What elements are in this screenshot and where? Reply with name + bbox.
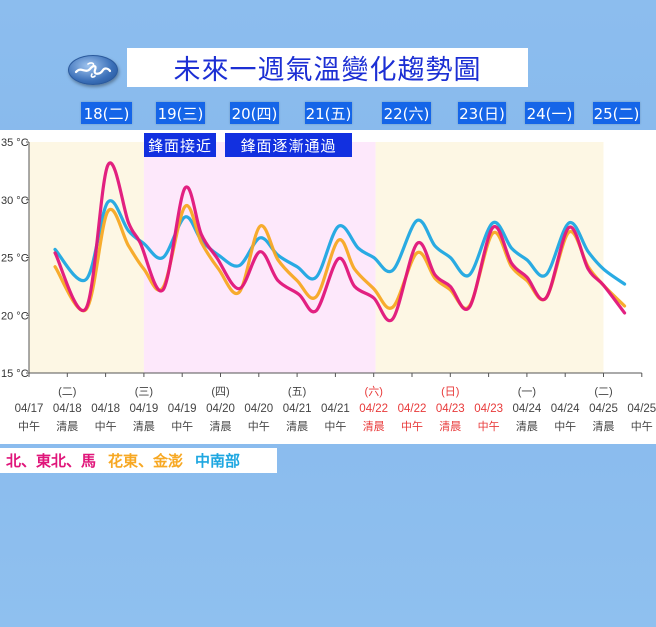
x-tick-weekday: (二): [594, 386, 612, 398]
x-tick-period: 清晨: [516, 420, 538, 433]
x-tick-period: 中午: [554, 420, 576, 433]
x-tick-period: 中午: [631, 420, 653, 433]
x-tick-period: 清晨: [210, 420, 232, 433]
x-tick-date: 04/21: [283, 403, 312, 415]
x-tick-period: 清晨: [439, 420, 461, 433]
x-tick-date: 04/19: [168, 403, 197, 415]
x-tick-period: 清晨: [56, 420, 78, 433]
front-annotation: 鋒面接近: [144, 133, 216, 157]
series-line: [53, 161, 627, 323]
x-tick-date: 04/25: [589, 403, 618, 415]
x-tick-weekday: (日): [441, 386, 459, 398]
series-line: [53, 199, 627, 286]
x-tick-period: 清晨: [593, 420, 615, 433]
x-tick-date: 04/25: [627, 403, 656, 415]
x-tick-weekday: (四): [211, 386, 229, 398]
x-tick-date: 04/22: [398, 403, 427, 415]
x-tick-period: 中午: [95, 420, 117, 433]
x-tick-period: 中午: [248, 420, 270, 433]
day-tab: 22(六): [382, 102, 431, 124]
x-tick-date: 04/19: [130, 403, 159, 415]
x-tick-period: 中午: [171, 420, 193, 433]
x-tick-date: 04/23: [436, 403, 465, 415]
x-tick-weekday: (一): [518, 386, 536, 398]
legend-item: 花東、金澎: [108, 452, 184, 470]
y-tick-label: 15 °C: [1, 368, 29, 380]
x-tick-weekday: (三): [135, 386, 153, 398]
x-tick-period: 清晨: [286, 420, 308, 433]
y-tick-label: 35 °C: [1, 137, 29, 149]
x-tick-date: 04/24: [513, 403, 542, 415]
x-tick-date: 04/18: [53, 403, 82, 415]
day-tab: 19(三): [156, 102, 205, 124]
x-tick-date: 04/20: [206, 403, 235, 415]
x-tick-weekday: (二): [58, 386, 76, 398]
x-tick-period: 中午: [324, 420, 346, 433]
legend-item: 北、東北、馬: [6, 452, 97, 470]
x-tick-period: 中午: [18, 420, 40, 433]
day-tab: 20(四): [230, 102, 279, 124]
x-tick-date: 04/20: [244, 403, 273, 415]
y-tick-label: 20 °C: [1, 310, 29, 322]
background-band: [143, 142, 376, 373]
front-annotation: 鋒面逐漸通過: [225, 133, 352, 157]
x-tick-date: 04/21: [321, 403, 350, 415]
legend-item: 中南部: [195, 452, 241, 470]
x-tick-date: 04/23: [474, 403, 503, 415]
cwa-logo-icon: [68, 55, 118, 85]
y-tick-label: 30 °C: [1, 195, 29, 207]
day-tab: 23(日): [458, 102, 506, 124]
chart-panel: 15 °C 20 °C 25 °C 30 °C 35 °C 04/17 中午 (二) 04/18…: [0, 130, 656, 444]
x-tick-weekday: (六): [365, 385, 383, 398]
x-tick-date: 04/24: [551, 403, 580, 415]
y-tick-label: 25 °C: [1, 253, 29, 265]
x-tick-period: 清晨: [363, 420, 385, 433]
day-tab: 18(二): [81, 102, 132, 124]
x-tick-period: 中午: [401, 420, 423, 433]
background-band: [29, 142, 144, 373]
x-tick-date: 04/22: [359, 403, 388, 415]
x-tick-period: 中午: [478, 420, 500, 433]
title-box: 未來一週氣溫變化趨勢圖: [127, 48, 528, 87]
x-tick-period: 清晨: [133, 420, 155, 433]
wind-swirl-icon: [74, 62, 112, 78]
chart-legend: 北、東北、馬 花東、金澎 中南部: [0, 448, 277, 473]
day-tab: 24(一): [525, 102, 574, 124]
page-title: 未來一週氣溫變化趨勢圖: [173, 55, 482, 86]
x-tick-date: 04/18: [91, 403, 120, 415]
x-tick-date: 04/17: [15, 403, 44, 415]
temperature-line-chart: 15 °C 20 °C 25 °C 30 °C 35 °C 04/17 中午 (二) 04/18…: [1, 137, 656, 433]
day-tab: 21(五): [305, 102, 352, 124]
x-tick-weekday: (五): [288, 386, 306, 398]
day-tab: 25(二): [593, 102, 640, 124]
